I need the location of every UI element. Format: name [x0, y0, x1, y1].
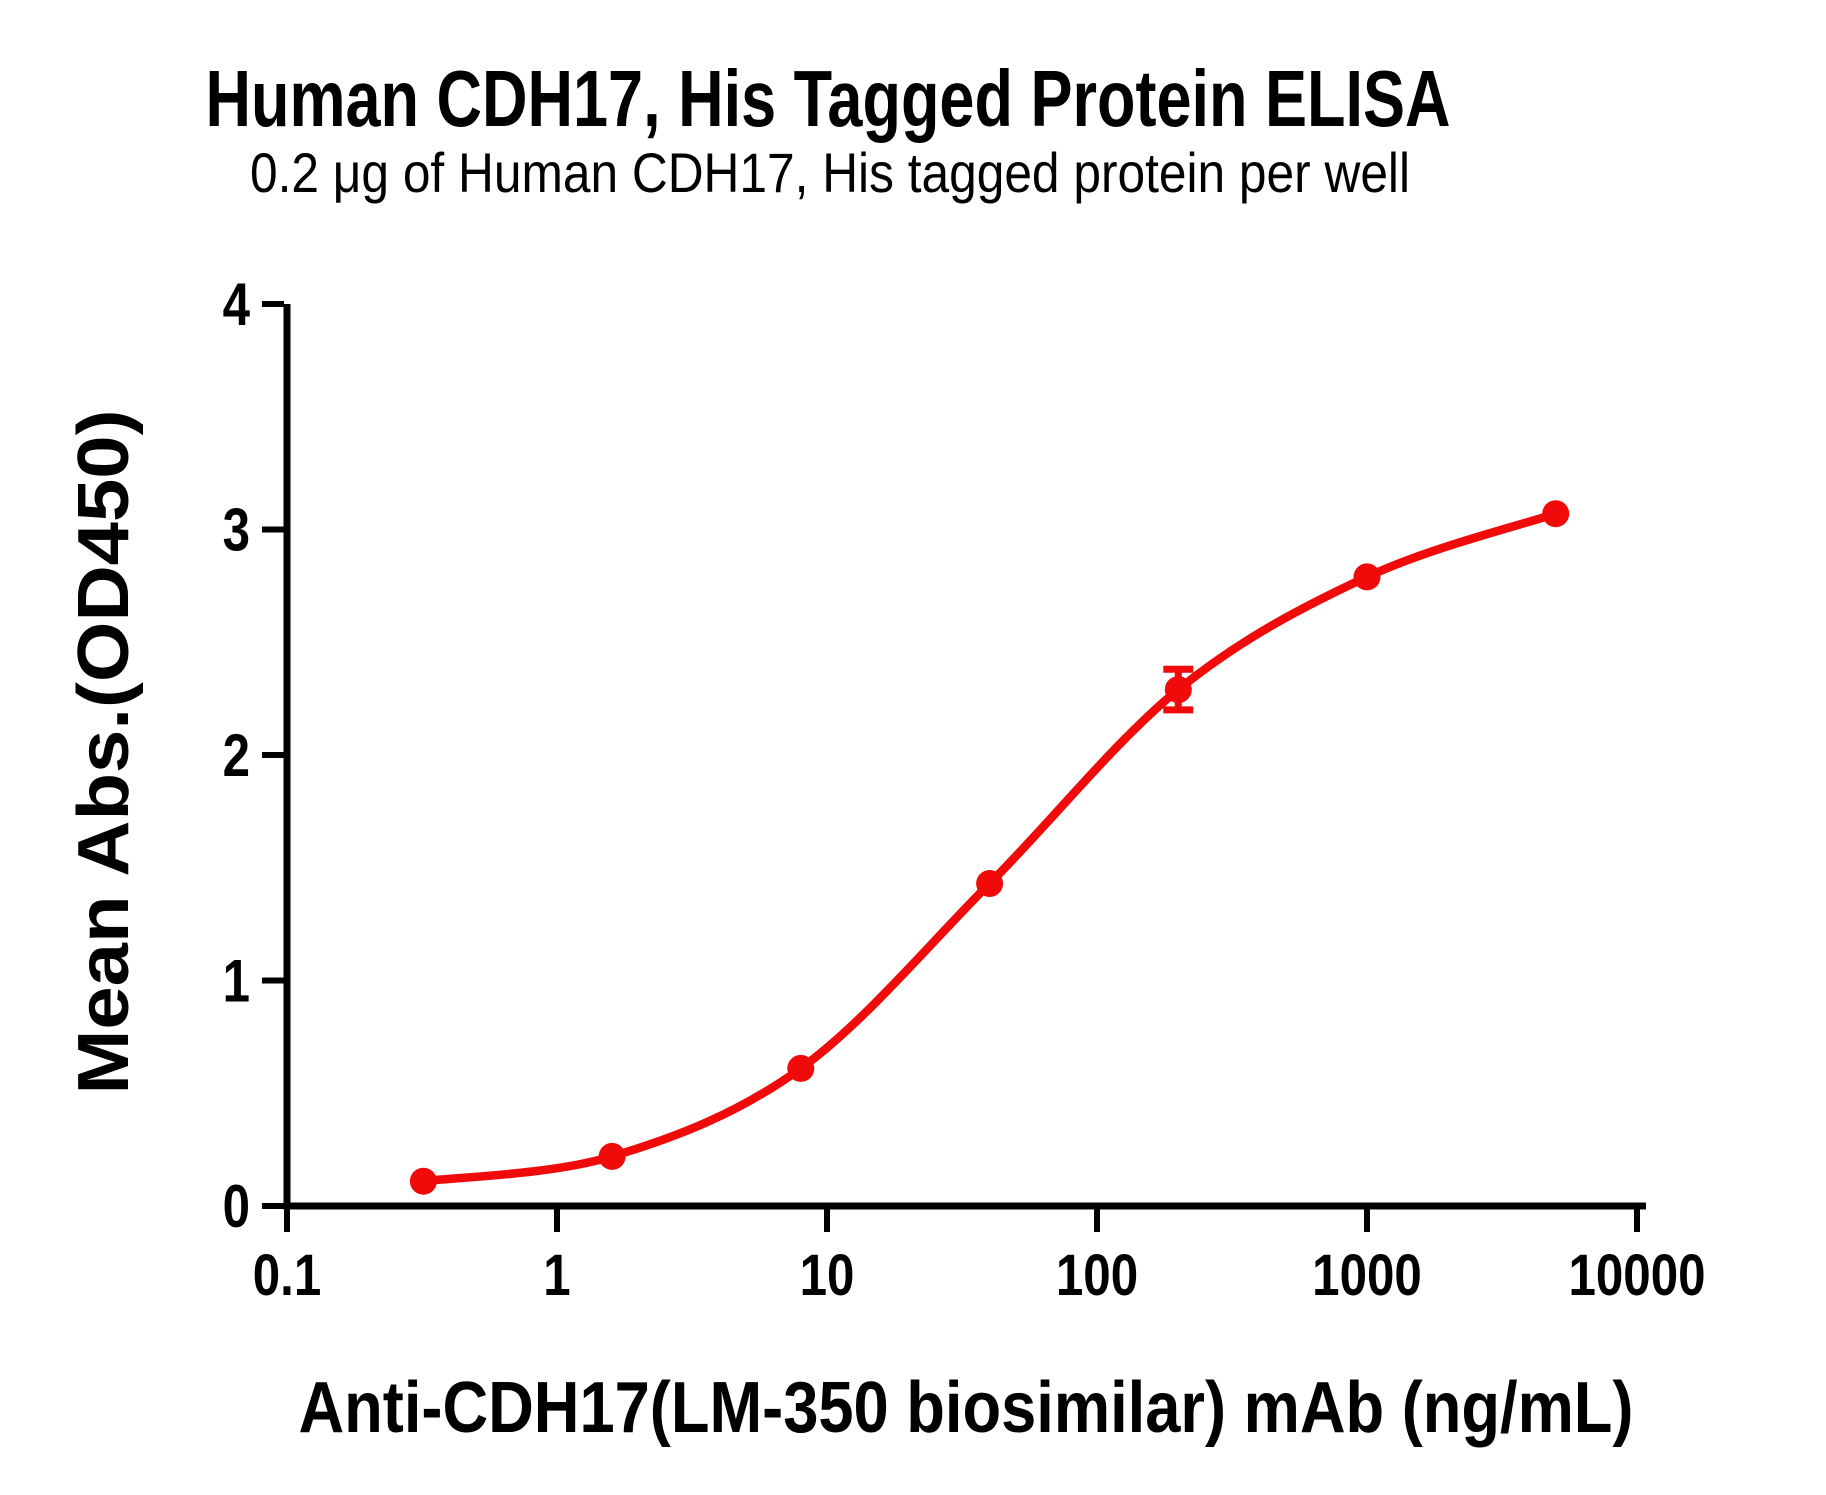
data-point-marker [1353, 563, 1381, 591]
y-tick-label: 4 [223, 271, 251, 338]
data-point-marker [976, 870, 1004, 897]
y-tick-label: 3 [223, 497, 250, 564]
y-tick-label: 1 [223, 948, 250, 1015]
x-tick-label: 1000 [1312, 1243, 1422, 1308]
data-point-marker [1542, 500, 1570, 528]
data-point-marker [409, 1167, 437, 1195]
fit-curve [419, 509, 1560, 1186]
y-tick-label: 2 [223, 722, 250, 789]
chart-subtitle: 0.2 μg of Human CDH17, His tagged protei… [250, 141, 1410, 204]
x-tick-label: 1 [543, 1243, 570, 1308]
chart-title: Human CDH17, His Tagged Protein ELISA [206, 54, 1451, 143]
x-axis-title: Anti-CDH17(LM-350 biosimilar) mAb (ng/mL… [299, 1368, 1634, 1448]
x-tick-label: 100 [1056, 1243, 1138, 1308]
data-series [409, 500, 1570, 1195]
y-tick-label: 0 [223, 1173, 250, 1240]
data-point-marker [598, 1142, 626, 1170]
x-tick-label: 10000 [1568, 1243, 1705, 1308]
data-point-marker [787, 1054, 815, 1082]
x-tick-label: 0.1 [253, 1243, 322, 1308]
y-axis-title: Mean Abs.(OD450) [64, 409, 144, 1094]
x-tick-label: 10 [800, 1243, 855, 1308]
data-point-marker [1164, 676, 1192, 704]
axes: 0 1 2 3 4 0.1 1 10 100 1000 10000 [223, 271, 1706, 1308]
